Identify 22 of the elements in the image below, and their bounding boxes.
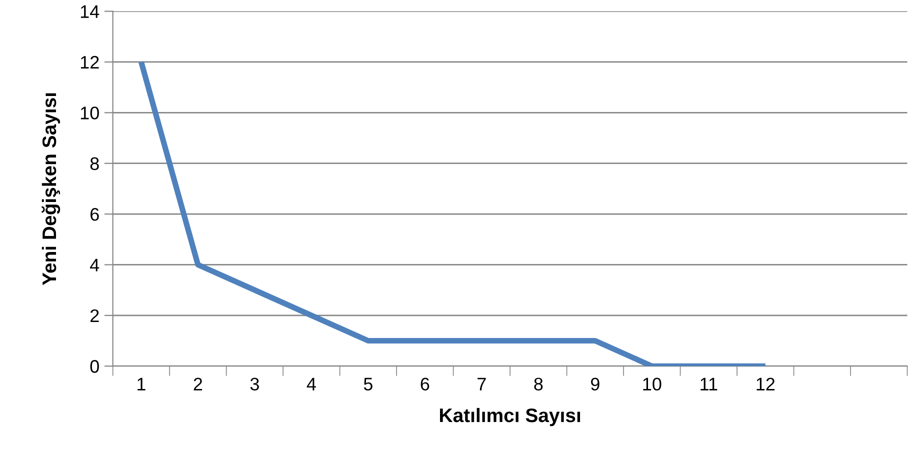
y-tick-label: 4 [90, 258, 100, 272]
x-tick-label: 12 [756, 378, 775, 390]
y-tick-label: 12 [80, 56, 99, 69]
x-tick-label: 5 [364, 378, 372, 390]
x-tick-label: 3 [250, 378, 259, 390]
x-axis-title: Katılımcı Sayısı [440, 408, 580, 426]
y-tick-label: 0 [90, 360, 99, 373]
x-tick-label: 2 [194, 378, 202, 390]
y-tick-label: 2 [90, 309, 99, 322]
y-tick-label: 8 [90, 157, 99, 170]
x-tick-label: 7 [478, 378, 486, 390]
y-tick-label: 14 [80, 5, 100, 18]
x-tick-label: 8 [534, 378, 543, 390]
y-tick-label: 6 [90, 208, 99, 221]
x-tick-label: 4 [306, 378, 316, 390]
x-tick-label: 11 [700, 378, 718, 390]
x-tick-label: 1 [138, 378, 146, 390]
y-axis-title: Yeni Değişken Sayısı [42, 93, 60, 286]
y-tick-label: 10 [80, 106, 99, 120]
x-tick-label: 9 [591, 378, 600, 390]
x-tick-label: 10 [643, 378, 662, 390]
x-tick-label: 6 [420, 378, 430, 390]
